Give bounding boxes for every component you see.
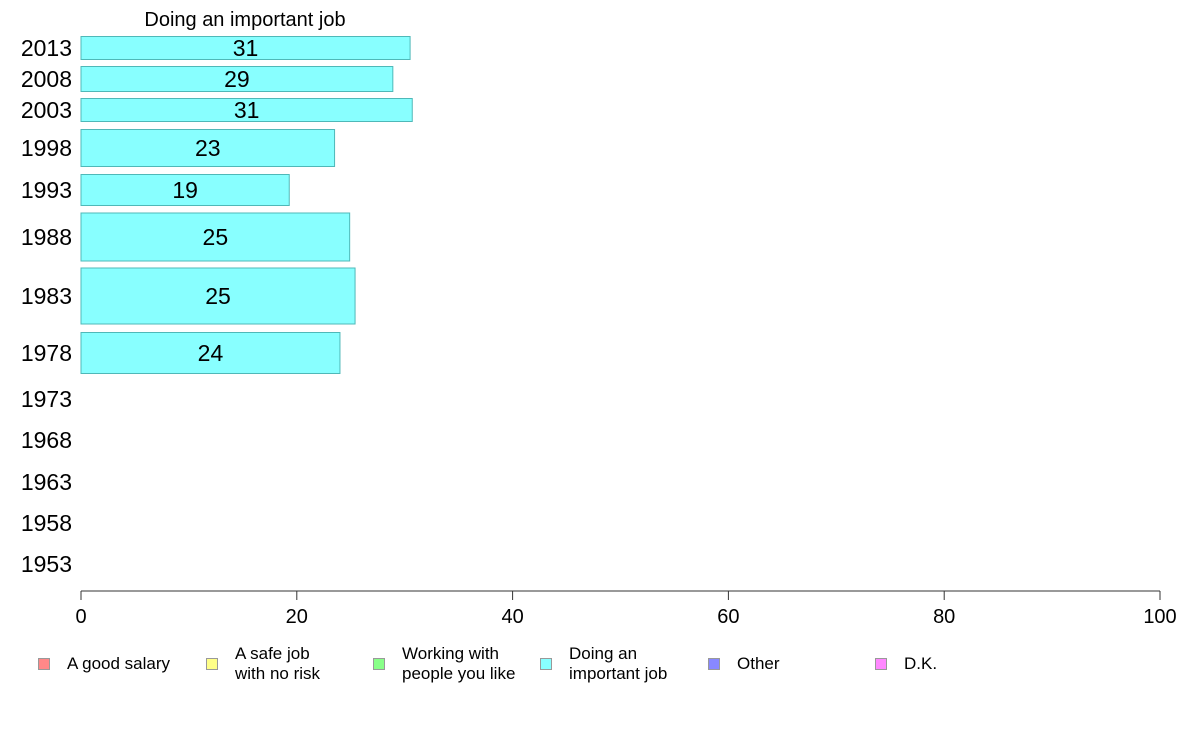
legend-item-safe-job: A safe job with no risk	[206, 642, 320, 686]
bar-value-label-1978: 24	[198, 340, 224, 366]
bar-2013	[80, 36, 411, 60]
y-tick-label-1993: 1993	[21, 177, 72, 203]
x-tick-label-80: 80	[933, 606, 955, 628]
y-axis-labels: 2013 2008 2003 1998 1993 1988 1983 1978 1973 1968…	[21, 35, 72, 577]
y-tick-label-2003: 2003	[21, 97, 72, 123]
legend-item-good-salary: A good salary	[38, 642, 170, 686]
bar-chart: Doing an important job 3129312319252524 …	[21, 9, 1177, 628]
legend-swatch-safe-job	[206, 658, 218, 670]
y-tick-label-1983: 1983	[21, 283, 72, 309]
y-tick-label-1998: 1998	[21, 135, 72, 161]
bar-1983	[80, 267, 356, 325]
bar-value-label-1998: 23	[195, 135, 221, 161]
bar-value-label-2003: 31	[234, 97, 260, 123]
legend-item-other: Other	[708, 642, 780, 686]
legend-label: A good salary	[67, 654, 171, 673]
y-tick-label-1968: 1968	[21, 427, 72, 453]
y-tick-label-1978: 1978	[21, 340, 72, 366]
bar-2003	[80, 98, 413, 122]
legend-label: Working with people you like	[402, 644, 516, 683]
legend-swatch-good-salary	[38, 658, 50, 670]
legend-label: Doing an important job	[569, 644, 668, 683]
legend-label: Other	[737, 654, 780, 673]
y-tick-label-2013: 2013	[21, 35, 72, 61]
y-tick-label-2008: 2008	[21, 66, 72, 92]
y-tick-label-1958: 1958	[21, 510, 72, 536]
x-tick-label-60: 60	[717, 606, 739, 628]
chart-title: Doing an important job	[144, 9, 345, 31]
y-tick-label-1973: 1973	[21, 386, 72, 412]
bar-value-label-1988: 25	[203, 224, 229, 250]
legend-item-dk: D.K.	[875, 642, 937, 686]
y-tick-label-1988: 1988	[21, 224, 72, 250]
bar-value-label-2013: 31	[233, 35, 259, 61]
x-axis: 0 20 40 60 80 100	[75, 590, 1177, 628]
legend-swatch-dk	[875, 658, 887, 670]
bar-value-label-1983: 25	[205, 283, 231, 309]
bar-2008	[80, 66, 394, 92]
bar-1978	[80, 332, 341, 374]
x-tick-label-40: 40	[501, 606, 523, 628]
bar-value-label-1993: 19	[172, 177, 198, 203]
bar-1998	[80, 129, 336, 167]
legend: A good salary A safe job with no risk Wo…	[38, 642, 1158, 692]
x-tick-label-0: 0	[75, 606, 86, 628]
legend-swatch-other	[708, 658, 720, 670]
legend-swatch-working-with-people	[373, 658, 385, 670]
legend-item-important-job: Doing an important job	[540, 642, 667, 686]
bar-value-label-2008: 29	[224, 66, 250, 92]
bar-1993	[80, 174, 290, 206]
legend-swatch-important-job	[540, 658, 552, 670]
x-tick-label-100: 100	[1143, 606, 1176, 628]
y-tick-label-1953: 1953	[21, 551, 72, 577]
legend-label: D.K.	[904, 654, 938, 673]
legend-item-working-with-people: Working with people you like	[373, 642, 515, 686]
x-tick-label-20: 20	[286, 606, 308, 628]
legend-label: A safe job with no risk	[235, 644, 321, 683]
bar-1988	[80, 212, 351, 262]
y-tick-label-1963: 1963	[21, 469, 72, 495]
